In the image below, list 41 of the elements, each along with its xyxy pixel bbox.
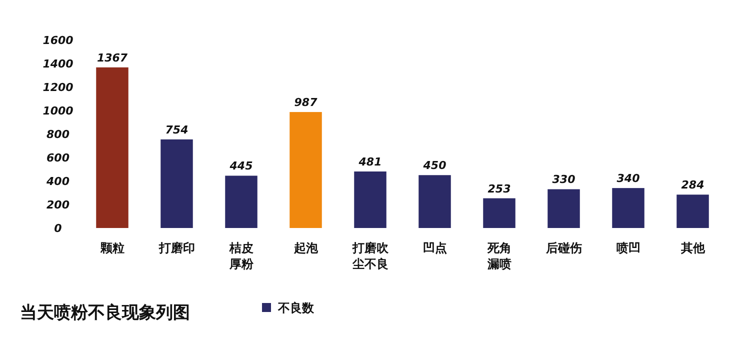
bar [225, 176, 258, 228]
data-label: 253 [488, 182, 512, 196]
legend-label: 不良数 [277, 301, 315, 315]
data-label: 284 [681, 178, 704, 192]
y-tick-label: 1600 [42, 34, 74, 47]
data-label: 445 [228, 160, 254, 173]
y-tick-label: 200 [46, 198, 70, 212]
y-tick-label: 600 [46, 152, 70, 164]
data-label: 450 [422, 159, 447, 172]
x-tick-label: 起泡 [292, 241, 319, 255]
bar [290, 112, 322, 228]
bar [612, 188, 644, 228]
data-label: 987 [294, 96, 318, 110]
y-tick-label: 1000 [42, 104, 74, 118]
y-tick-label: 0 [54, 222, 62, 235]
data-label: 754 [165, 123, 188, 136]
data-label: 481 [358, 155, 382, 168]
x-tick-label: 打磨吹尘不良 [351, 241, 390, 271]
y-tick-label: 400 [46, 175, 70, 188]
x-tick-label: 其他 [680, 241, 706, 255]
bar [676, 194, 709, 228]
bar [96, 67, 128, 228]
data-label: 340 [616, 172, 640, 186]
text: 当天喷粉不良现象列图 [20, 303, 190, 323]
y-tick-label: 1400 [42, 58, 74, 70]
bar [548, 189, 580, 228]
data-label: 1367 [96, 51, 128, 64]
x-tick-label: 死角漏喷 [486, 241, 512, 271]
x-tick-label: 颗粒 [99, 241, 124, 255]
x-tick-label: 喷凹 [616, 241, 640, 255]
x-tick-label: 桔皮厚粉 [228, 241, 254, 271]
y-tick-label: 800 [46, 128, 70, 141]
y-tick-label: 1200 [42, 81, 74, 94]
data-label: 330 [552, 173, 576, 186]
x-tick-label: 凹点 [422, 241, 447, 255]
bar [483, 198, 516, 228]
bar [160, 139, 193, 228]
bar [418, 175, 451, 228]
x-tick-label: 打磨印 [158, 241, 195, 255]
bar [354, 171, 386, 228]
x-tick-label: 后碰伤 [544, 241, 582, 255]
